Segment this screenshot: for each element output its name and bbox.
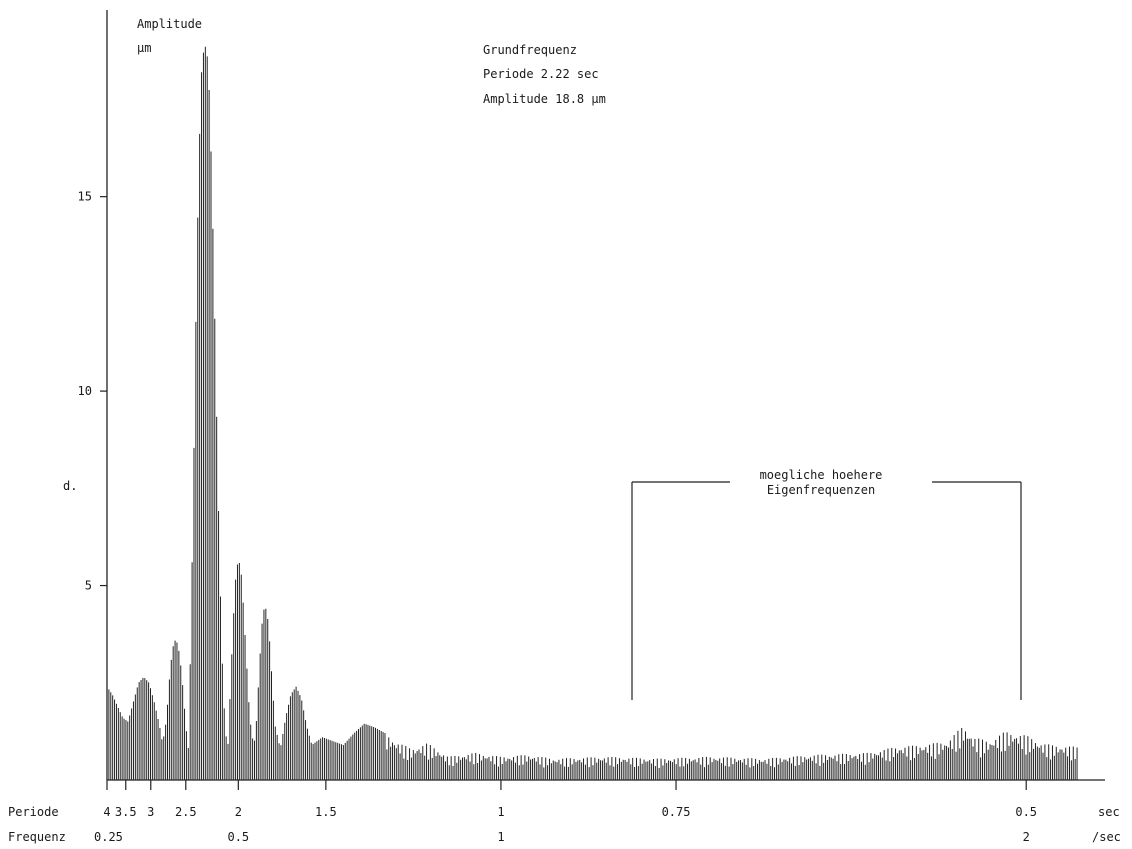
frequency-unit: /sec xyxy=(1092,830,1121,844)
x-ticks: 4 3.5 3 2.5 2 1.5 1 0.75 0.5 0.25 0.5 1 2 xyxy=(94,780,1037,844)
period-tick-label: 4 xyxy=(103,805,110,819)
period-tick-label: 0.75 xyxy=(662,805,691,819)
y-ticks: 5 10 15 xyxy=(78,190,107,593)
spectrum-bars xyxy=(106,46,1078,780)
period-tick-label: 3.5 xyxy=(115,805,137,819)
peak-title: Grundfrequenz xyxy=(483,43,577,57)
y-tick-label: 15 xyxy=(78,190,92,204)
side-mark: d. xyxy=(63,479,77,493)
bracket xyxy=(631,481,1022,700)
bracket-label-line1: moegliche hoehere xyxy=(760,468,883,482)
frequency-axis-label: Frequenz xyxy=(8,830,66,844)
period-tick-label: 1 xyxy=(497,805,504,819)
peak-period: Periode 2.22 sec xyxy=(483,67,599,81)
period-tick-label: 2.5 xyxy=(175,805,197,819)
y-axis-label: Amplitude xyxy=(137,17,202,31)
frequency-tick-label: 0.25 xyxy=(94,830,123,844)
frequency-tick-label: 1 xyxy=(497,830,504,844)
y-tick-label: 10 xyxy=(78,384,92,398)
period-axis-label: Periode xyxy=(8,805,59,819)
frequency-tick-label: 0.5 xyxy=(227,830,249,844)
period-tick-label: 2 xyxy=(235,805,242,819)
bracket-label-line2: Eigenfrequenzen xyxy=(767,483,875,497)
peak-amplitude: Amplitude 18.8 µm xyxy=(483,92,606,106)
period-tick-label: 0.5 xyxy=(1015,805,1037,819)
period-tick-label: 1.5 xyxy=(315,805,337,819)
period-unit: sec xyxy=(1098,805,1120,819)
frequency-tick-label: 2 xyxy=(1023,830,1030,844)
y-axis-unit: µm xyxy=(137,41,151,55)
y-tick-label: 5 xyxy=(85,579,92,593)
period-tick-label: 3 xyxy=(147,805,154,819)
